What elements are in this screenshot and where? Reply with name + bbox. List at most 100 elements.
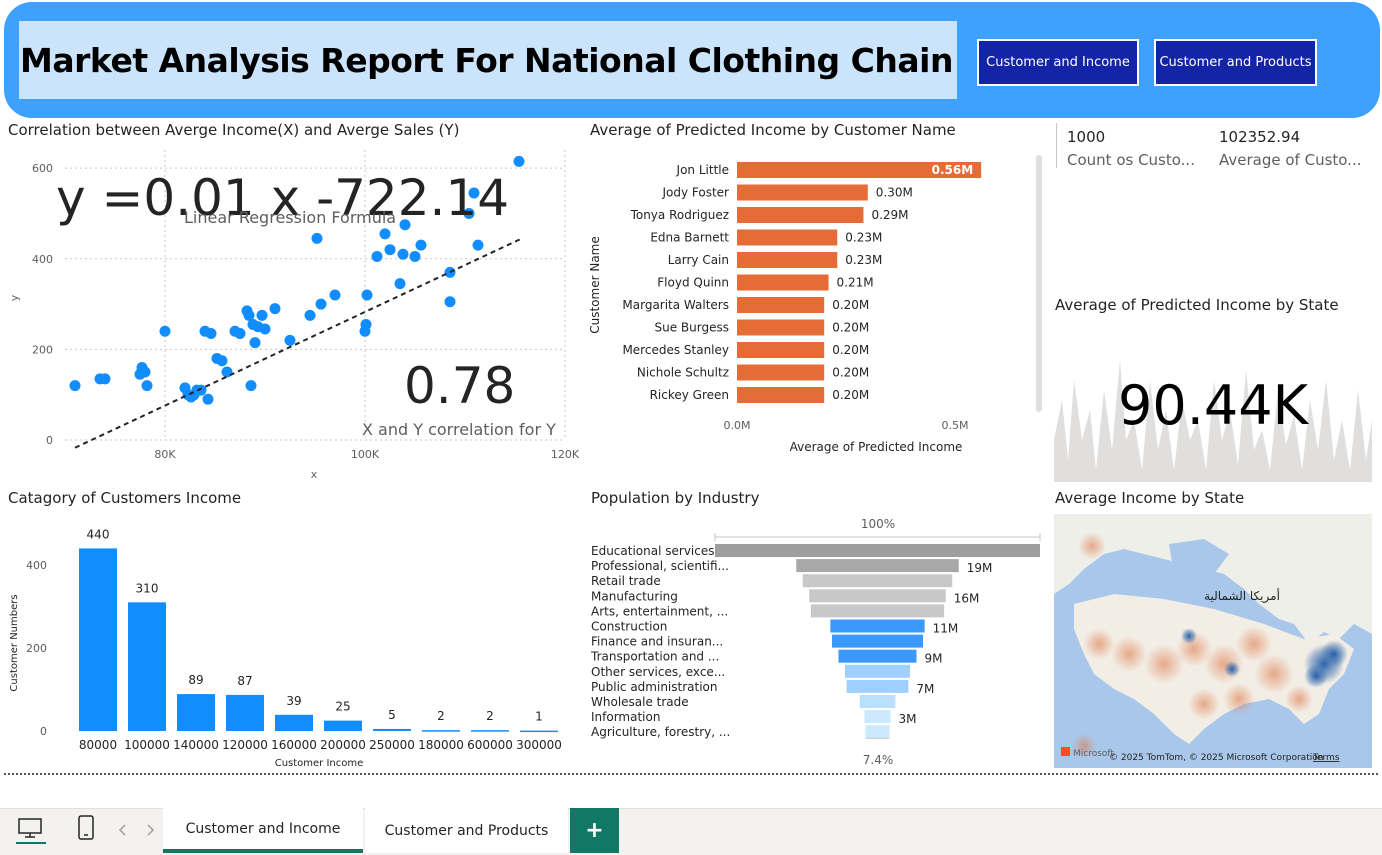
income-category-bar[interactable]	[79, 548, 117, 731]
scatter-point[interactable]	[249, 337, 261, 349]
funnel-bar[interactable]	[865, 725, 890, 739]
customer-income-axis-label: Customer Income	[275, 758, 364, 769]
heat-spot	[1072, 734, 1096, 758]
tab-scroll-arrows[interactable]	[117, 822, 157, 838]
scatter-point[interactable]	[205, 328, 217, 340]
customer-income-bar[interactable]	[737, 364, 825, 381]
income-map[interactable]: أمريكا الشمالية Microsoft © 2025 TomTom,…	[1054, 514, 1372, 768]
funnel-bar[interactable]	[864, 710, 891, 724]
scrollbar[interactable]	[1036, 155, 1042, 412]
income-category-chart[interactable]: Customer Numbers Customer Income 0 200 400…	[0, 515, 580, 773]
scatter-point[interactable]	[360, 318, 372, 330]
customer-income-bar[interactable]	[737, 162, 982, 178]
map-terms-link[interactable]: Terms	[1312, 753, 1340, 763]
scatter-point[interactable]	[139, 366, 151, 378]
scatter-point[interactable]	[399, 219, 411, 231]
scatter-point[interactable]	[256, 309, 268, 321]
income-category-bar[interactable]	[422, 730, 460, 732]
scatter-point[interactable]	[394, 278, 406, 290]
scatter-point[interactable]	[415, 239, 427, 251]
scatter-point[interactable]	[259, 323, 271, 335]
scatter-point[interactable]	[468, 187, 480, 199]
funnel-value-label: 3M	[899, 712, 917, 726]
scatter-point[interactable]	[245, 380, 257, 392]
customer-and-income-button[interactable]: Customer and Income	[977, 39, 1139, 86]
scatter-point[interactable]	[513, 155, 525, 167]
add-page-button[interactable]: +	[570, 808, 619, 853]
customer-income-bar[interactable]	[737, 229, 838, 246]
customer-income-bar[interactable]	[737, 252, 838, 268]
scatter-point[interactable]	[409, 250, 421, 262]
desktop-view-icon[interactable]	[16, 816, 46, 844]
customer-income-bar[interactable]	[737, 342, 825, 358]
scatter-point[interactable]	[243, 309, 255, 321]
scatter-point[interactable]	[315, 298, 327, 310]
scatter-point[interactable]	[221, 366, 233, 378]
funnel-bar[interactable]	[715, 544, 1040, 557]
customer-income-bar[interactable]	[737, 319, 825, 336]
industry-label: Retail trade	[591, 574, 661, 588]
industry-label: Professional, scientifi...	[591, 559, 729, 573]
income-category-bar[interactable]	[373, 728, 411, 731]
income-category-bar[interactable]	[128, 602, 166, 731]
scatter-point[interactable]	[269, 303, 281, 315]
funnel-bar[interactable]	[845, 664, 910, 678]
funnel-bar[interactable]	[810, 604, 945, 618]
x-category-label: 140000	[173, 738, 219, 752]
scatter-point[interactable]	[371, 250, 383, 262]
kpi-average-label: Average of Custo...	[1219, 151, 1362, 169]
funnel-bar[interactable]	[846, 679, 909, 693]
customer-income-bar[interactable]	[737, 184, 868, 201]
scatter-chart[interactable]: 0 200 400 600 80K 100K 120K y x y =0.01 x -722…	[0, 140, 585, 485]
scatter-point[interactable]	[141, 380, 153, 392]
mobile-view-icon[interactable]	[76, 814, 96, 842]
income-category-bar[interactable]	[324, 720, 362, 731]
customer-and-products-button[interactable]: Customer and Products	[1154, 39, 1317, 86]
customer-income-bar[interactable]	[737, 207, 864, 223]
income-category-bar[interactable]	[226, 694, 264, 731]
heat-spot-blue	[1181, 628, 1197, 644]
income-category-bar[interactable]	[177, 694, 215, 731]
scatter-point[interactable]	[472, 239, 484, 251]
heat-spot	[1254, 654, 1294, 694]
scatter-point[interactable]	[311, 232, 323, 244]
scatter-point[interactable]	[397, 248, 409, 260]
funnel-bar[interactable]	[838, 649, 917, 663]
scatter-point[interactable]	[234, 328, 246, 340]
scatter-point[interactable]	[69, 380, 81, 392]
funnel-bar[interactable]	[830, 619, 925, 633]
scatter-point[interactable]	[284, 334, 296, 346]
customer-name-bar-chart[interactable]: Customer Name Average of Predicted Incom…	[585, 145, 1040, 460]
funnel-bar[interactable]	[832, 634, 923, 648]
scatter-point[interactable]	[202, 393, 214, 405]
title-box	[19, 21, 957, 99]
industry-funnel-chart[interactable]: 100% 7.4% Educational services...Profess…	[585, 512, 1045, 770]
scatter-point[interactable]	[216, 355, 228, 367]
scatter-point[interactable]	[384, 244, 396, 256]
income-category-bar[interactable]	[520, 730, 558, 733]
funnel-value-label: 7M	[916, 682, 934, 696]
tab-customer-and-income[interactable]: Customer and Income	[163, 808, 363, 853]
scatter-point[interactable]	[159, 325, 171, 337]
scatter-point[interactable]	[361, 289, 373, 301]
funnel-bar[interactable]	[802, 574, 953, 588]
scatter-point[interactable]	[329, 289, 341, 301]
scatter-point[interactable]	[195, 384, 207, 396]
tab-customer-and-products[interactable]: Customer and Products	[365, 808, 568, 853]
customer-income-bar[interactable]	[737, 274, 829, 291]
income-category-bar[interactable]	[275, 714, 313, 731]
funnel-bar[interactable]	[859, 695, 896, 708]
scatter-point[interactable]	[444, 296, 456, 308]
funnel-bar[interactable]	[809, 589, 946, 603]
customer-name-label: Larry Cain	[668, 253, 729, 267]
chevron-left-icon[interactable]	[118, 824, 126, 836]
scatter-point[interactable]	[304, 309, 316, 321]
funnel-bar[interactable]	[796, 559, 959, 573]
chevron-right-icon[interactable]	[147, 824, 155, 836]
customer-income-bar[interactable]	[737, 387, 825, 403]
scatter-point[interactable]	[99, 373, 111, 385]
income-category-bar[interactable]	[471, 730, 509, 732]
scatter-point[interactable]	[379, 228, 391, 240]
customer-income-bar[interactable]	[737, 297, 825, 313]
scatter-point[interactable]	[463, 207, 475, 219]
